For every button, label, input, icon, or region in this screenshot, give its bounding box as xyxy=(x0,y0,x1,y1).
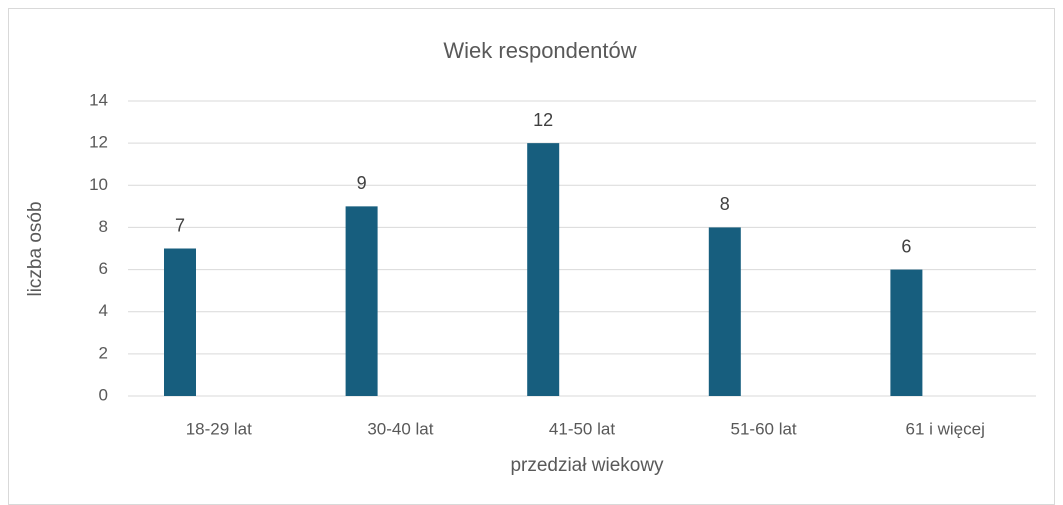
bar xyxy=(890,269,923,396)
x-tick-label: 51-60 lat xyxy=(731,419,797,438)
y-tick-label: 0 xyxy=(99,385,108,404)
data-label: 6 xyxy=(901,236,911,256)
x-tick-label: 30-40 lat xyxy=(367,419,433,438)
y-tick-label: 8 xyxy=(99,217,108,236)
y-tick-label: 4 xyxy=(99,301,108,320)
x-tick-label: 41-50 lat xyxy=(549,419,615,438)
bar xyxy=(345,206,378,396)
x-axis-title: przedział wiekowy xyxy=(510,455,664,476)
y-tick-label: 14 xyxy=(89,90,108,109)
data-label: 7 xyxy=(175,215,185,235)
y-tick-label: 2 xyxy=(99,343,108,362)
data-label: 9 xyxy=(357,173,367,193)
y-axis-title: liczba osób xyxy=(25,201,46,296)
chart-title: Wiek respondentów xyxy=(443,38,636,63)
bar xyxy=(164,248,196,396)
x-tick-label: 18-29 lat xyxy=(186,419,252,438)
y-tick-label: 10 xyxy=(89,175,108,194)
data-label: 8 xyxy=(720,194,730,214)
bar xyxy=(708,227,741,396)
data-label: 12 xyxy=(533,110,553,130)
y-tick-label: 6 xyxy=(99,259,108,278)
x-tick-label: 61 i więcej xyxy=(906,419,985,438)
y-tick-label: 12 xyxy=(89,133,108,152)
bar xyxy=(527,143,560,396)
